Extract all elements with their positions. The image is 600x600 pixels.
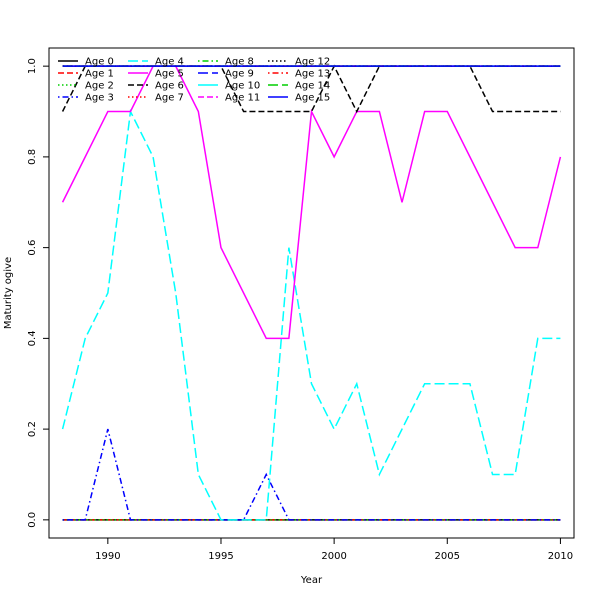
x-axis: 1990 1995 2000 2005 2010 xyxy=(95,538,573,562)
y-tick-label: 0.4 xyxy=(27,330,38,346)
legend-label-age-4: Age 4 xyxy=(155,57,184,68)
legend-label-age-12: Age 12 xyxy=(295,57,330,68)
x-axis-title: Year xyxy=(300,575,323,586)
y-axis-title: Maturity ogive xyxy=(3,257,14,329)
y-tick-label: 0.0 xyxy=(27,512,38,528)
series-layer xyxy=(61,64,562,521)
legend-label-age-0: Age 0 xyxy=(85,57,114,68)
legend-label-age-13: Age 13 xyxy=(295,69,330,80)
legend-label-age-8: Age 8 xyxy=(225,57,254,68)
series-line-age-3 xyxy=(62,428,561,521)
legend-label-age-9: Age 9 xyxy=(225,69,254,80)
x-tick-label: 1990 xyxy=(95,551,120,562)
legend-label-age-11: Age 11 xyxy=(225,93,260,104)
legend-label-age-2: Age 2 xyxy=(85,81,114,92)
y-tick-label: 0.6 xyxy=(27,240,38,256)
y-tick-label: 0.8 xyxy=(27,149,38,165)
y-axis: 0.0 0.2 0.4 0.6 0.8 1.0 xyxy=(27,58,49,528)
legend-label-age-1: Age 1 xyxy=(85,69,114,80)
x-tick-label: 1995 xyxy=(208,551,233,562)
legend-label-age-14: Age 14 xyxy=(295,81,330,92)
plot-frame xyxy=(48,47,575,539)
x-tick-label: 2000 xyxy=(321,551,346,562)
y-tick-label: 0.2 xyxy=(27,421,38,437)
legend-label-age-5: Age 5 xyxy=(155,69,184,80)
x-tick-label: 2010 xyxy=(548,551,573,562)
series-line-age-4 xyxy=(61,108,561,521)
series-line-age-5 xyxy=(61,65,562,340)
x-tick-label: 2005 xyxy=(435,551,460,562)
legend-label-age-10: Age 10 xyxy=(225,81,260,92)
legend-label-age-3: Age 3 xyxy=(85,93,114,104)
legend-label-age-15: Age 15 xyxy=(295,93,330,104)
legend-label-age-6: Age 6 xyxy=(155,81,184,92)
legend-label-age-7: Age 7 xyxy=(155,93,184,104)
y-tick-label: 1.0 xyxy=(27,58,38,74)
